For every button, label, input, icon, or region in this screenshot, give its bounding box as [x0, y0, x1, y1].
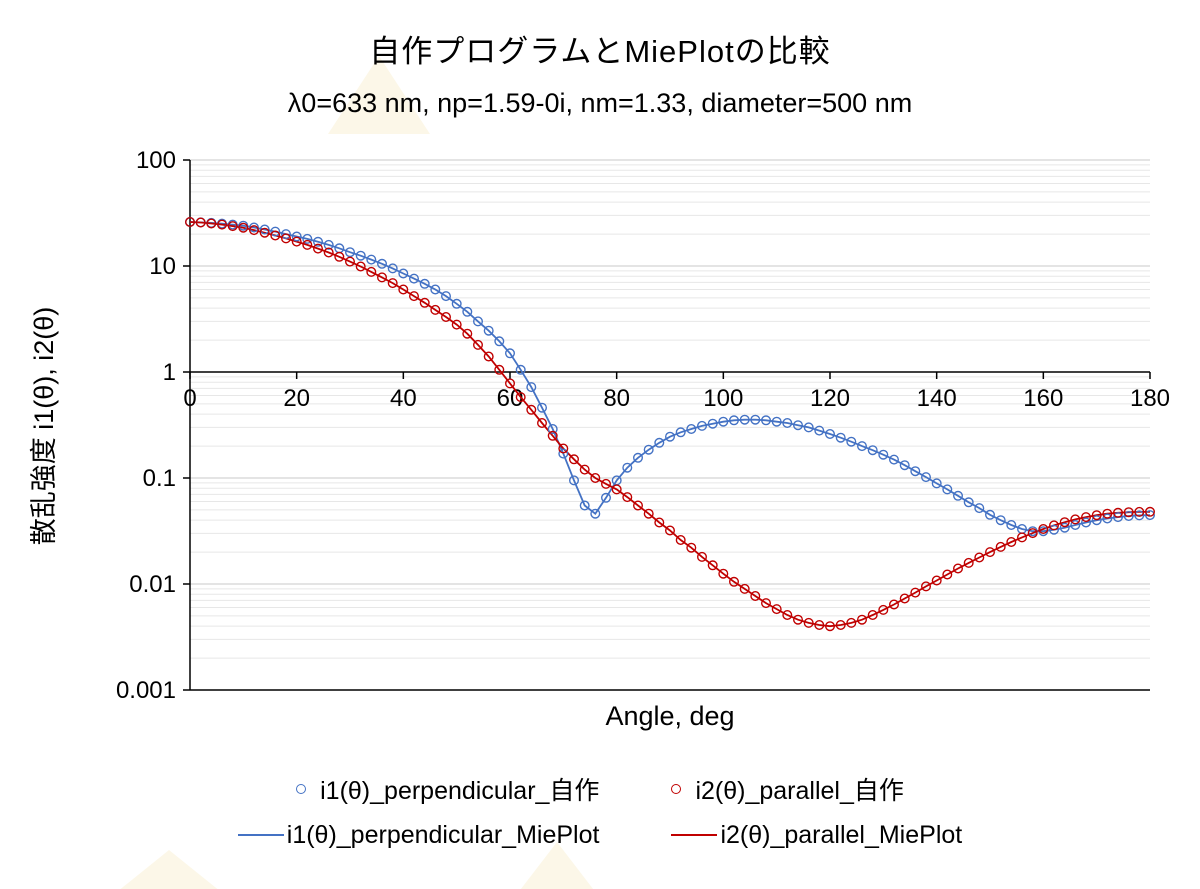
chart-title: 自作プログラムとMiePlotの比較 [369, 34, 831, 69]
svg-text:120: 120 [810, 385, 850, 412]
svg-text:20: 20 [283, 385, 310, 412]
legend-row-lines: i1(θ)_perpendicular_MiePlot i2(θ)_parall… [0, 812, 1200, 858]
legend-label: i2(θ)_parallel_MiePlot [720, 820, 963, 849]
red-circle-marker-icon [671, 784, 682, 794]
svg-text:160: 160 [1023, 385, 1063, 412]
legend: i1(θ)_perpendicular_自作 i2(θ)_parallel_自作… [0, 766, 1200, 858]
legend-item-i2-mieplot: i2(θ)_parallel_MiePlot [671, 821, 962, 850]
svg-text:0: 0 [183, 385, 196, 412]
svg-text:60: 60 [497, 385, 524, 412]
chart-subtitle: λ0=633 nm, np=1.59-0i, nm=1.33, diameter… [287, 88, 913, 118]
svg-text:140: 140 [917, 385, 957, 412]
svg-text:0.001: 0.001 [116, 677, 176, 704]
svg-text:0.1: 0.1 [143, 465, 176, 492]
svg-text:40: 40 [390, 385, 417, 412]
legend-item-i1-jisaku: i1(θ)_perpendicular_自作 [296, 771, 599, 807]
x-axis-title: Angle, deg [605, 701, 735, 731]
svg-text:100: 100 [703, 385, 743, 412]
gridlines [190, 159, 1150, 691]
svg-text:1: 1 [163, 359, 176, 386]
series-line-i1(θ)_perpendicular_MiePlot [189, 221, 1151, 533]
legend-label: i1(θ)_perpendicular_自作 [320, 777, 600, 805]
legend-label: i2(θ)_parallel_自作 [695, 777, 904, 805]
legend-item-i1-mieplot: i1(θ)_perpendicular_MiePlot [237, 820, 600, 850]
legend-row-markers: i1(θ)_perpendicular_自作 i2(θ)_parallel_自作 [0, 766, 1200, 812]
svg-text:10: 10 [149, 253, 176, 280]
blue-circle-marker-icon [296, 784, 307, 794]
svg-text:100: 100 [136, 147, 176, 174]
y-axis-title: 散乱強度 i1(θ), i2(θ) [29, 306, 59, 546]
legend-item-i2-jisaku: i2(θ)_parallel_自作 [671, 771, 904, 807]
svg-text:180: 180 [1130, 385, 1170, 412]
blue-line-marker-icon [237, 834, 284, 836]
axes [189, 160, 1150, 691]
series-line-i2(θ)_parallel_MiePlot [189, 221, 1151, 628]
series-markers-i1(θ)_perpendicular_自作 [184, 216, 1155, 537]
red-line-marker-icon [671, 834, 718, 836]
svg-text:80: 80 [603, 385, 630, 412]
svg-text:0.01: 0.01 [129, 571, 176, 598]
legend-label: i1(θ)_perpendicular_MiePlot [286, 820, 600, 849]
y-tick-labels: 100 10 1 0.1 0.01 0.001 [116, 147, 190, 704]
series-markers-i2(θ)_parallel_自作 [184, 216, 1155, 632]
x-tick-labels: 0 20 40 60 80 100 120 140 160 180 [183, 372, 1170, 412]
